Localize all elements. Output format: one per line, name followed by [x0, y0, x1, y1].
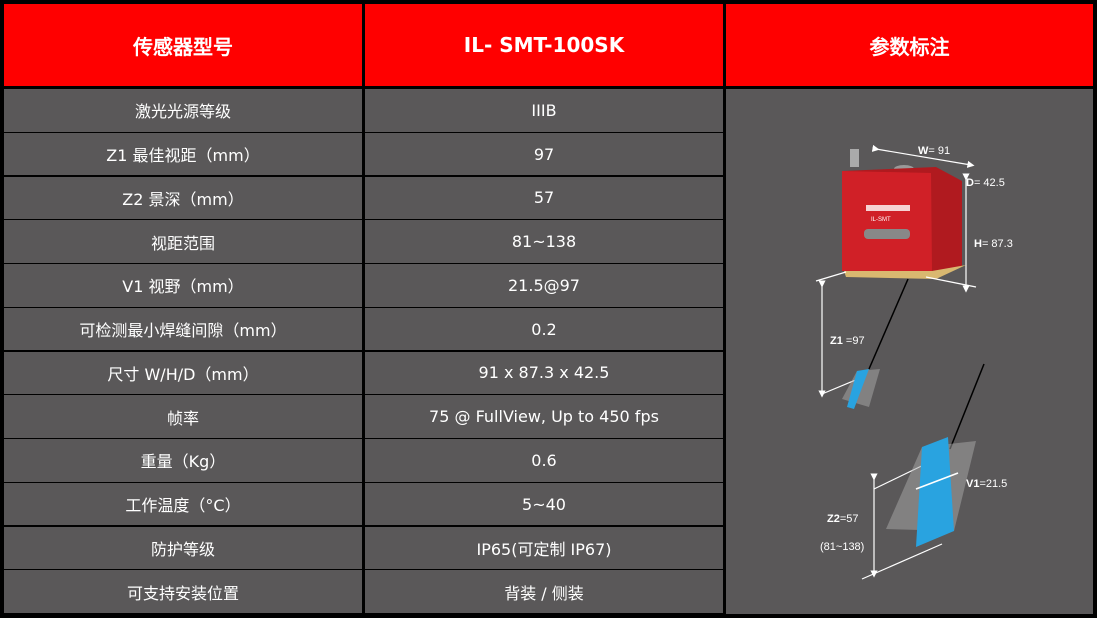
- row-value: 97: [365, 132, 723, 176]
- row-value: 21.5@97: [365, 264, 723, 307]
- beam-small: [842, 369, 880, 409]
- row-label: V1 视野（mm）: [4, 264, 362, 307]
- row-value: 81~138: [365, 220, 723, 263]
- svg-text:H= 87.3: H= 87.3: [974, 238, 1013, 250]
- svg-text:Z2=57: Z2=57: [827, 513, 859, 525]
- spec-table: 传感器型号 IL- SMT-100SK 参数标注 激光光源等级 IIIB Z1 最佳…: [4, 4, 1093, 614]
- row-label: Z2 景深（mm）: [4, 176, 362, 220]
- row-label: 工作温度（°C）: [4, 482, 362, 526]
- row-label: 防护等级: [4, 526, 362, 570]
- row-label: 尺寸 W/H/D（mm）: [4, 351, 362, 395]
- svg-text:D= 42.5: D= 42.5: [966, 177, 1005, 189]
- dimension-diagram: IL-SMT: [726, 89, 1093, 614]
- svg-text:(81~138): (81~138): [820, 541, 864, 553]
- row-value: 背装 / 侧装: [365, 570, 723, 613]
- svg-text:W= 91: W= 91: [918, 145, 950, 157]
- svg-text:V1=21.5: V1=21.5: [966, 478, 1007, 490]
- beam-large: [886, 437, 976, 547]
- header-model-label: 传感器型号: [4, 4, 362, 86]
- row-label: 重量（Kg）: [4, 439, 362, 482]
- row-label: Z1 最佳视距（mm）: [4, 132, 362, 176]
- sensor-body: IL-SMT: [842, 149, 966, 279]
- row-label: 视距范围: [4, 220, 362, 263]
- row-value: 91 x 87.3 x 42.5: [365, 351, 723, 395]
- row-label: 可支持安装位置: [4, 570, 362, 613]
- svg-text:IL-SMT: IL-SMT: [871, 217, 891, 223]
- header-model-value: IL- SMT-100SK: [365, 4, 723, 86]
- svg-text:Z1 =97: Z1 =97: [830, 335, 865, 347]
- row-value: IP65(可定制 IP67): [365, 526, 723, 570]
- header-annotation: 参数标注: [726, 4, 1093, 86]
- row-value: 0.6: [365, 439, 723, 482]
- row-value: 5~40: [365, 482, 723, 526]
- row-value: 0.2: [365, 307, 723, 351]
- row-label: 帧率: [4, 395, 362, 438]
- row-label: 激光光源等级: [4, 89, 362, 132]
- row-value: 57: [365, 176, 723, 220]
- row-value: IIIB: [365, 89, 723, 132]
- row-value: 75 @ FullView, Up to 450 fps: [365, 395, 723, 438]
- row-label: 可检测最小焊缝间隙（mm）: [4, 307, 362, 351]
